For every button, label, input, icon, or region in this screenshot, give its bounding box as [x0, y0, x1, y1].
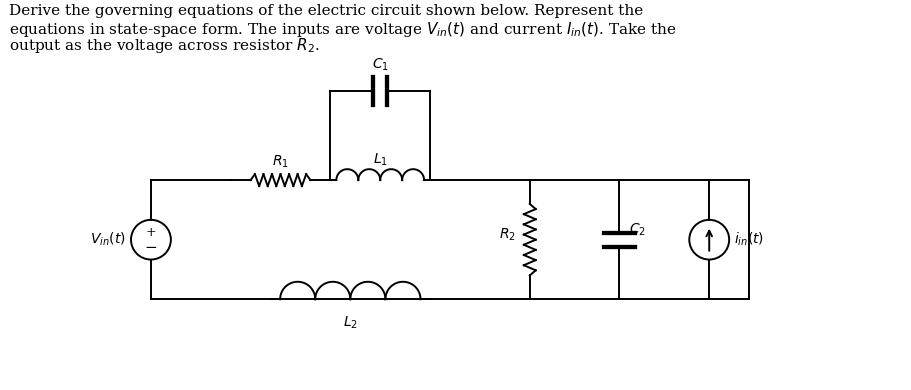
Text: $V_{in}(t)$: $V_{in}(t)$	[90, 231, 126, 248]
Text: $C_2$: $C_2$	[630, 222, 647, 238]
Text: Derive the governing equations of the electric circuit shown below. Represent th: Derive the governing equations of the el…	[9, 4, 643, 18]
Text: $R_1$: $R_1$	[272, 154, 289, 170]
Text: equations in state-space form. The inputs are voltage $V_{in}(t)$ and current $I: equations in state-space form. The input…	[9, 20, 677, 39]
Text: $L_2$: $L_2$	[343, 314, 358, 331]
Text: $i_{in}(t)$: $i_{in}(t)$	[734, 231, 764, 248]
Text: −: −	[145, 241, 158, 255]
Text: $L_1$: $L_1$	[373, 152, 388, 168]
Text: $R_2$: $R_2$	[499, 227, 516, 243]
Text: output as the voltage across resistor $R_2$.: output as the voltage across resistor $R…	[9, 36, 321, 55]
Text: +: +	[146, 226, 157, 239]
Text: $C_1$: $C_1$	[372, 57, 389, 73]
